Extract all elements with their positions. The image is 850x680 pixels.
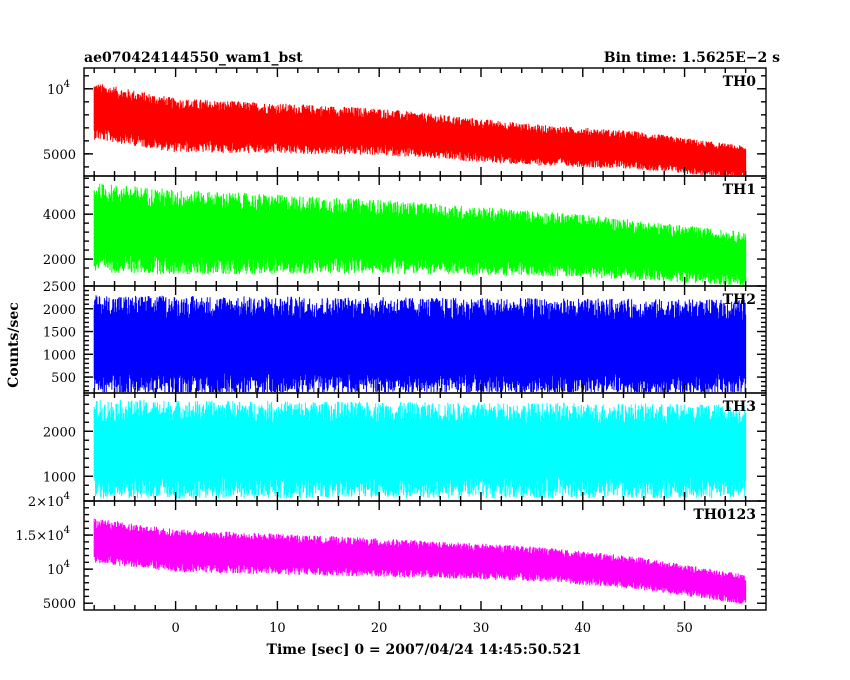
x-tick-label: 20 xyxy=(371,621,388,636)
x-tick-label: 50 xyxy=(676,621,693,636)
y-tick-label: 104 xyxy=(47,559,70,578)
bin-time-label: Bin time: 1.5625E−2 s xyxy=(604,50,780,66)
y-tick-label: 2000 xyxy=(43,303,76,318)
panel-label-th2: TH2 xyxy=(723,292,756,308)
y-tick-label: 1000 xyxy=(43,470,76,485)
x-tick-label: 40 xyxy=(575,621,592,636)
y-tick-label: 1500 xyxy=(43,326,76,341)
y-tick-label: 1.5×104 xyxy=(16,525,70,544)
y-tick-label: 2×104 xyxy=(28,491,70,510)
y-tick-label: 5000 xyxy=(43,148,76,163)
series-trace-th0123 xyxy=(93,518,747,604)
x-tick-label: 10 xyxy=(269,621,286,636)
series-trace-th1 xyxy=(93,183,747,286)
y-tick-label: 5000 xyxy=(43,597,76,612)
y-axis-label: Counts/sec xyxy=(6,302,22,388)
series-trace-th2 xyxy=(93,295,747,393)
panel-label-th0123: TH0123 xyxy=(693,507,756,523)
panel-label-th0: TH0 xyxy=(723,74,757,90)
x-tick-label: 30 xyxy=(473,621,490,636)
series-trace-th3 xyxy=(93,400,747,499)
y-tick-label: 2000 xyxy=(43,425,76,440)
x-tick-label: 0 xyxy=(171,621,179,636)
y-tick-label: 1000 xyxy=(43,348,76,363)
panel-label-th3: TH3 xyxy=(723,399,756,415)
y-tick-label: 2000 xyxy=(43,253,76,268)
panel-label-th1: TH1 xyxy=(723,182,756,198)
figure-title: ae070424144550_wam1_bst xyxy=(84,50,303,66)
panels-group: TH05000104TH120004000TH25001000150020002… xyxy=(16,67,767,636)
y-tick-label: 500 xyxy=(51,371,76,386)
y-tick-label: 104 xyxy=(47,79,70,98)
x-axis-label: Time [sec] 0 = 2007/04/24 14:45:50.521 xyxy=(267,642,582,658)
y-tick-label: 2500 xyxy=(43,280,76,295)
y-tick-label: 4000 xyxy=(43,208,76,223)
series-trace-th0 xyxy=(93,84,747,176)
